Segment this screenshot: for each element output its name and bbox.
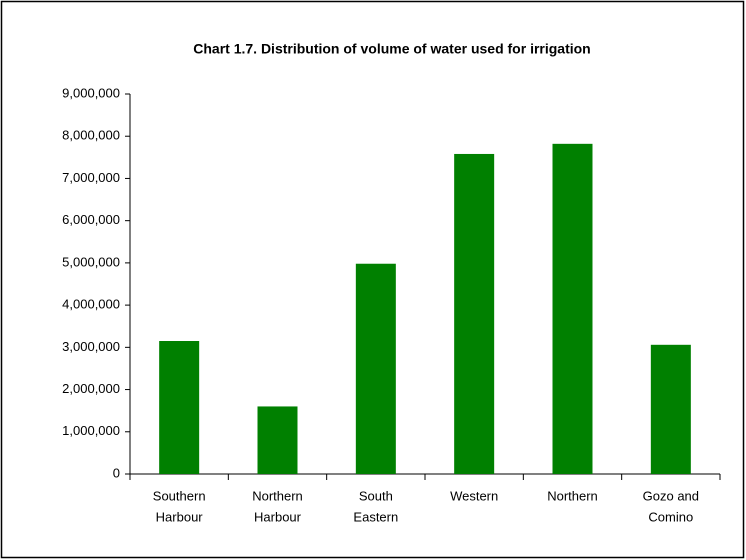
x-tick-label: Southern bbox=[153, 488, 206, 503]
y-tick-label: 4,000,000 bbox=[62, 297, 120, 312]
x-tick-label: Western bbox=[450, 488, 498, 503]
x-tick-label: Comino bbox=[648, 509, 693, 524]
chart-title: Chart 1.7. Distribution of volume of wat… bbox=[193, 41, 590, 57]
x-tick-label: Northern bbox=[252, 488, 303, 503]
y-tick-label: 2,000,000 bbox=[62, 381, 120, 396]
y-tick-label: 0 bbox=[113, 465, 120, 480]
y-tick-label: 7,000,000 bbox=[62, 170, 120, 185]
x-tick-label: Northern bbox=[547, 488, 598, 503]
bar bbox=[552, 143, 593, 475]
y-tick-label: 3,000,000 bbox=[62, 339, 120, 354]
y-tick-label: 8,000,000 bbox=[62, 128, 120, 143]
y-tick-label: 9,000,000 bbox=[62, 85, 120, 100]
bar bbox=[159, 341, 200, 474]
bar bbox=[650, 344, 691, 474]
y-tick-label: 1,000,000 bbox=[62, 423, 120, 438]
x-tick-label: Harbour bbox=[254, 509, 302, 524]
bar bbox=[257, 406, 298, 474]
x-tick-label: Harbour bbox=[156, 509, 204, 524]
bar bbox=[454, 153, 495, 474]
bar bbox=[355, 263, 396, 474]
y-tick-label: 5,000,000 bbox=[62, 254, 120, 269]
y-tick-label: 6,000,000 bbox=[62, 212, 120, 227]
x-tick-label: South bbox=[359, 488, 393, 503]
x-tick-label: Gozo and bbox=[643, 488, 699, 503]
x-tick-label: Eastern bbox=[353, 509, 398, 524]
